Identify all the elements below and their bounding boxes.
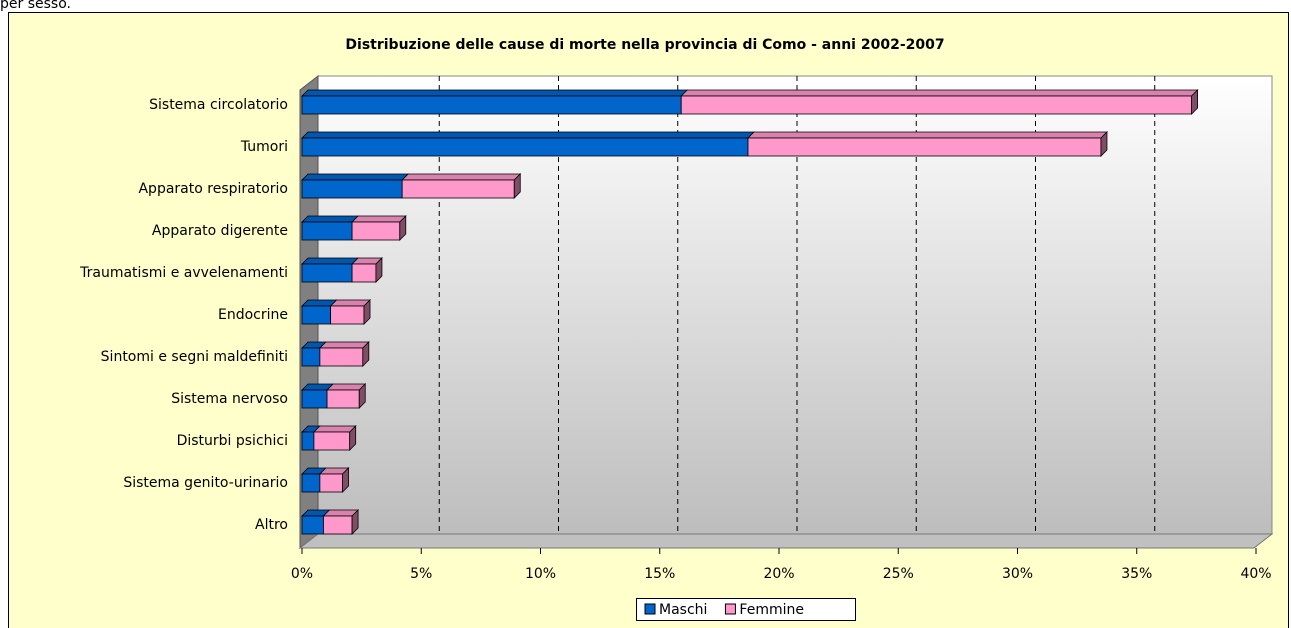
bar-top (329, 299, 371, 307)
bar (323, 515, 353, 535)
bar-side (375, 257, 383, 283)
chart-title: Distribuzione delle cause di morte nella… (345, 37, 944, 53)
bar (319, 473, 343, 493)
bar (330, 305, 365, 325)
bar-side (349, 425, 357, 451)
bar (401, 179, 515, 199)
x-tick-label: 0% (291, 566, 313, 582)
bar (301, 263, 353, 283)
bar (301, 473, 321, 493)
bar (301, 95, 682, 115)
bar (301, 347, 321, 367)
bar-side (358, 383, 366, 409)
bar (301, 431, 315, 451)
y-tick-label: Sistema genito-urinario (123, 475, 288, 491)
y-tick-label: Disturbi psichici (177, 433, 288, 449)
x-tick-label: 40% (1240, 566, 1271, 582)
bar (319, 347, 364, 367)
bar-side (363, 299, 371, 325)
bar (301, 515, 324, 535)
x-tick-label: 25% (883, 566, 914, 582)
bar-side (513, 173, 521, 199)
x-tick-label: 20% (763, 566, 794, 582)
caption: per sesso. (0, 0, 71, 12)
bar-top (680, 89, 1199, 97)
bar (351, 221, 401, 241)
legend: Maschi Femmine (636, 598, 856, 621)
bar (680, 95, 1193, 115)
y-tick-label: Sistema circolatorio (149, 97, 288, 113)
bar-side (1100, 131, 1108, 157)
y-tick-label: Traumatismi e avvelenamenti (79, 265, 288, 281)
bar-side (399, 215, 407, 241)
y-tick-label: Apparato digerente (152, 223, 288, 239)
legend-label: Maschi (659, 602, 707, 618)
y-tick-label: Endocrine (218, 307, 288, 323)
bar-top (747, 131, 1108, 139)
bar (301, 221, 353, 241)
bar-top (301, 89, 689, 97)
x-tick-label: 15% (644, 566, 675, 582)
bar (301, 389, 328, 409)
legend-label: Femmine (739, 602, 804, 618)
bar (326, 389, 360, 409)
bar-top (318, 341, 370, 349)
bar-top (301, 257, 360, 265)
bar-top (351, 215, 407, 223)
bar (313, 431, 351, 451)
bar-side (351, 509, 359, 535)
bar (301, 137, 749, 157)
x-tick-label: 10% (525, 566, 556, 582)
y-tick-label: Sintomi e segni maldefiniti (101, 349, 288, 365)
bar-side (342, 467, 349, 493)
bar (301, 179, 403, 199)
x-tick-label: 5% (410, 566, 432, 582)
bar-top (401, 173, 522, 181)
y-tick-label: Apparato respiratorio (138, 181, 288, 197)
x-tick-label: 35% (1121, 566, 1152, 582)
legend-box (636, 598, 856, 621)
bar-top (326, 383, 367, 391)
floor (298, 533, 1274, 549)
bar-side (1191, 89, 1199, 115)
bar-top (301, 173, 410, 181)
y-tick-label: Sistema nervoso (171, 391, 288, 407)
bar-top (312, 425, 357, 433)
bar-side (362, 341, 370, 367)
bar-top (301, 131, 755, 139)
y-tick-label: Altro (255, 517, 288, 533)
legend-swatch (724, 603, 736, 615)
bar (301, 305, 332, 325)
bar-top (301, 215, 360, 223)
x-tick-label: 30% (1002, 566, 1033, 582)
y-tick-label: Tumori (240, 139, 288, 155)
bar (747, 137, 1102, 157)
bar (351, 263, 377, 283)
legend-swatch (644, 603, 656, 615)
